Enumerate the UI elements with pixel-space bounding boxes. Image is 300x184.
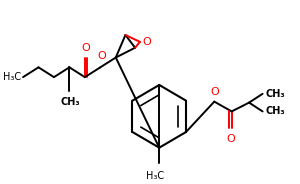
Text: O: O: [210, 87, 219, 97]
Text: CH₃: CH₃: [61, 97, 80, 107]
Text: CH₃: CH₃: [266, 89, 285, 99]
Text: O: O: [97, 52, 106, 61]
Text: O: O: [226, 134, 235, 144]
Text: O: O: [143, 37, 152, 47]
Text: O: O: [82, 43, 90, 53]
Text: H₃C: H₃C: [146, 171, 164, 181]
Text: CH₃: CH₃: [266, 106, 285, 116]
Text: H₃C: H₃C: [3, 72, 21, 82]
